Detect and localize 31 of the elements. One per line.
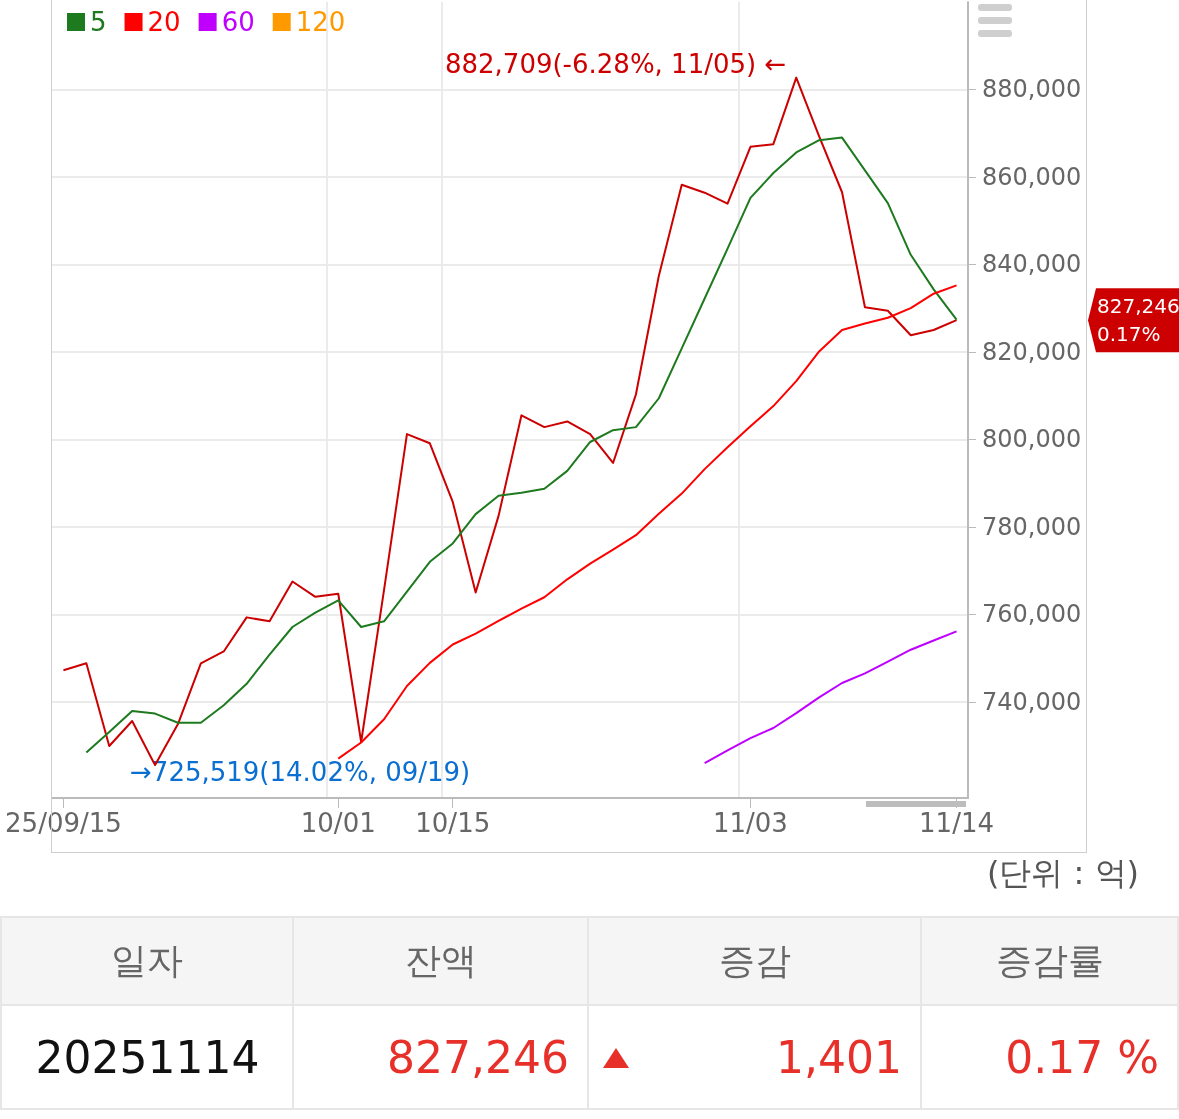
legend-label: 5 bbox=[90, 7, 107, 37]
annotation: →725,519(14.02%, 09/19) bbox=[130, 757, 471, 788]
text: 827,246 0.17% bbox=[1097, 294, 1179, 347]
y-tick-label: 780,000 bbox=[982, 512, 1082, 541]
y-tick-label: 820,000 bbox=[982, 337, 1082, 366]
text: 827,246 bbox=[293, 1005, 588, 1109]
y-tick-label: 860,000 bbox=[982, 162, 1082, 191]
text: 잔액 bbox=[293, 917, 588, 1005]
legend-label: 120 bbox=[295, 7, 346, 37]
line-series bbox=[703, 630, 958, 765]
text: (단위 : 억) bbox=[986, 853, 1139, 894]
text: 증감률 bbox=[921, 917, 1178, 1005]
text: 0.17 % bbox=[921, 1005, 1178, 1109]
text: 일자 bbox=[1, 917, 293, 1005]
y-tick-label: 840,000 bbox=[982, 250, 1082, 279]
x-tick-label: 11/03 bbox=[712, 808, 788, 838]
text: 20251114 bbox=[1, 1005, 293, 1109]
legend-label: 20 bbox=[147, 7, 181, 37]
x-tick-label: 10/01 bbox=[300, 808, 376, 838]
y-tick-label: 800,000 bbox=[982, 425, 1082, 454]
y-tick-label: 760,000 bbox=[982, 600, 1082, 629]
text: 증감 bbox=[588, 917, 921, 1005]
legend-label: 60 bbox=[221, 7, 255, 37]
x-tick-label: 25/09/15 bbox=[5, 808, 122, 838]
x-tick-label: 11/14 bbox=[919, 808, 995, 838]
annotation: 882,709(-6.28%, 11/05) ← bbox=[444, 48, 787, 79]
y-tick-label: 740,000 bbox=[982, 687, 1082, 716]
line-series bbox=[337, 284, 958, 760]
text: 1,401 bbox=[776, 1031, 902, 1083]
x-tick-label: 10/15 bbox=[415, 808, 491, 838]
y-tick-label: 880,000 bbox=[982, 75, 1082, 104]
